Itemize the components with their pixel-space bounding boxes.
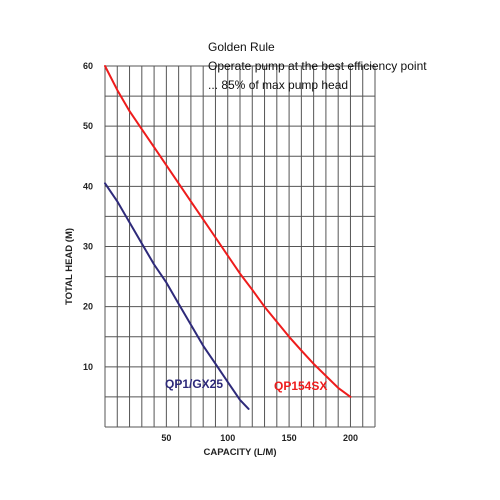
y-tick-label: 40 [83,181,93,191]
x-tick-label: 200 [343,433,358,443]
x-axis-label: CAPACITY (L/M) [203,447,276,458]
x-tick-label: 100 [220,433,235,443]
grid [104,65,376,428]
tick-labels: 10 20 30 40 50 60 50 100 150 200 [83,61,358,443]
note-operate-pump: Operate pump at the best efficiency poin… [208,59,427,73]
series-label-qp154sx: QP154SX [274,379,327,393]
y-tick-label: 30 [83,242,93,252]
x-tick-label: 150 [282,433,297,443]
series-line-qp1-gx25 [104,182,250,410]
labels: CAPACITY (L/M) TOTAL HEAD (M) Golden Rul… [64,40,427,458]
series-curves [104,65,352,410]
note-max-head: ... 85% of max pump head [208,78,348,92]
y-tick-label: 10 [83,362,93,372]
series-label-qp1-gx25: QP1/GX25 [165,377,223,391]
y-tick-label: 60 [83,61,93,71]
y-axis-label: TOTAL HEAD (M) [64,228,75,305]
y-tick-label: 20 [83,302,93,312]
series-line-qp154sx [104,65,352,398]
note-golden-rule: Golden Rule [208,40,275,54]
x-tick-label: 50 [161,433,171,443]
y-tick-label: 50 [83,121,93,131]
